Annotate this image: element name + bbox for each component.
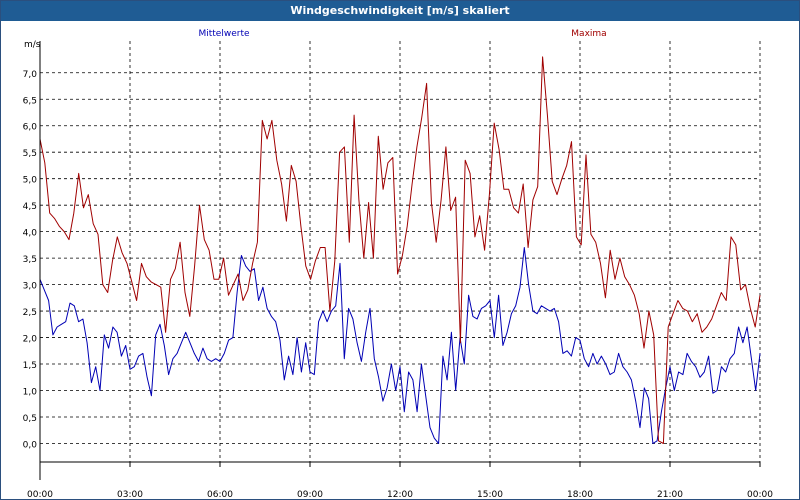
y-tick-label: 3,5: [23, 255, 37, 265]
x-tick-time: 00:00: [27, 490, 53, 499]
series-line-mittelwerte: [39, 247, 761, 444]
y-tick-label: 4,5: [23, 202, 37, 212]
x-tick-time: 06:00: [207, 490, 233, 499]
wind-speed-chart: 0,0 0,5 1,0 1,5 2,0 2,5 3,0 3,5 4,0 4,5 5,0 5,5 6,0 6…: [23, 29, 774, 499]
x-tick-time: 18:00: [567, 490, 593, 499]
y-tick-label: 3,0: [23, 282, 38, 292]
grid-lines: [39, 41, 761, 462]
y-tick-label: 2,5: [23, 308, 37, 318]
x-tick-time: 09:00: [297, 490, 323, 499]
series-line-maxima: [39, 56, 761, 444]
x-tick-time: 00:00: [747, 490, 773, 499]
y-tick-label: 6,0: [23, 123, 38, 133]
legend-mittelwerte: Mittelwerte: [198, 29, 249, 39]
y-tick-label: 2,0: [23, 335, 38, 345]
window-title: Windgeschwindigkeit [m/s] skaliert: [1, 1, 799, 21]
y-tick-label: 1,5: [23, 361, 37, 371]
x-tick-time: 15:00: [477, 490, 503, 499]
y-tick-label: 7,0: [23, 70, 38, 80]
x-tick-time: 03:00: [117, 490, 143, 499]
y-tick-label: 5,5: [23, 149, 37, 159]
axes: [39, 41, 761, 480]
labels: 0,0 0,5 1,0 1,5 2,0 2,5 3,0 3,5 4,0 4,5 5,0 5,5 6,0 6…: [23, 29, 774, 499]
y-tick-label: 6,5: [23, 96, 37, 106]
y-axis-label: m/s: [24, 40, 41, 50]
legend-maxima: Maxima: [571, 29, 606, 39]
y-tick-label: 0,5: [23, 414, 37, 424]
data-series: [39, 56, 761, 444]
x-tick-time: 12:00: [387, 490, 413, 499]
y-tick-label: 4,0: [23, 229, 38, 239]
y-tick-label: 1,0: [23, 388, 38, 398]
y-tick-label: 0,0: [23, 440, 38, 450]
x-tick-time: 21:00: [657, 490, 683, 499]
y-tick-label: 5,0: [23, 176, 38, 186]
